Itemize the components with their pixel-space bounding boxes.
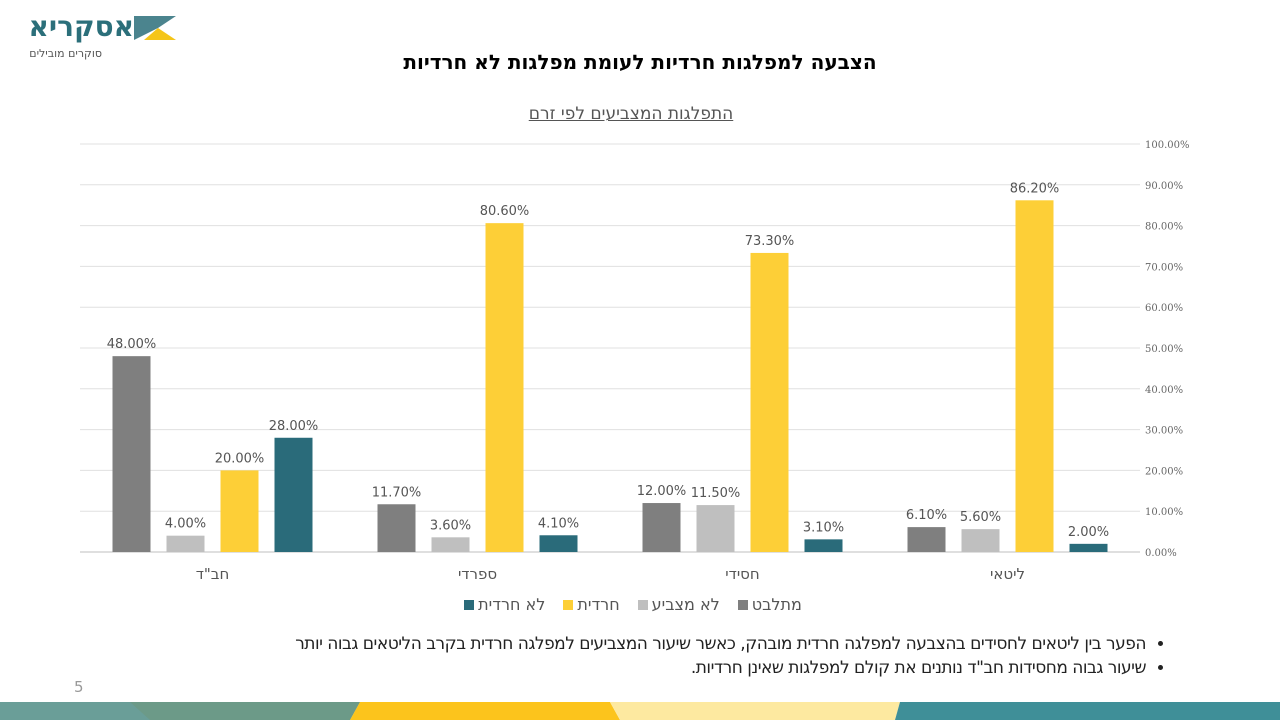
y-tick-label: 90.00% — [1145, 181, 1183, 192]
bullet-item: שיעור גבוה מחסידות חב"ד נותנים את קולם ל… — [295, 658, 1147, 678]
data-label: 48.00% — [107, 337, 157, 352]
data-label: 3.60% — [430, 518, 471, 533]
data-label: 80.60% — [480, 204, 530, 219]
legend-label: חרדית — [577, 595, 620, 614]
data-label: 20.00% — [215, 451, 265, 466]
logo: אסקריא סוקרים מובילים — [22, 12, 182, 62]
data-label: 4.00% — [165, 517, 206, 532]
bullet-list: הפער בין ליטאים לחסידים בהצבעה למפלגה חר… — [295, 634, 1168, 682]
bar — [220, 470, 259, 552]
legend-swatch — [637, 599, 648, 610]
legend-item: מתלבט — [737, 595, 802, 614]
data-label: 12.00% — [637, 484, 687, 499]
bar — [431, 537, 470, 552]
footer-strip — [0, 702, 1280, 720]
logo-tagline: סוקרים מובילים — [29, 47, 102, 60]
y-tick-label: 30.00% — [1145, 426, 1183, 437]
legend-swatch — [563, 599, 574, 610]
bar — [377, 504, 416, 552]
y-tick-label: 100.00% — [1145, 140, 1190, 151]
data-label: 4.10% — [538, 516, 579, 531]
bar — [804, 539, 843, 552]
logo-name: אסקריא — [28, 10, 134, 43]
bar — [961, 529, 1000, 552]
data-label: 11.70% — [372, 485, 422, 500]
bar — [907, 527, 946, 552]
legend-label: מתלבט — [751, 595, 802, 614]
bar — [642, 503, 681, 552]
chart-legend: מתלבט לא מצביע חרדית לא חרדית — [0, 595, 1266, 614]
data-label: 2.00% — [1068, 525, 1109, 540]
x-tick-label: חב"ד — [196, 565, 230, 583]
legend-label: לא מצביע — [651, 595, 720, 614]
x-tick-label: ספרדי — [458, 565, 497, 583]
page-title: הצבעה למפלגות חרדיות לעומת מפלגות לא חרד… — [403, 50, 877, 74]
y-tick-label: 70.00% — [1145, 262, 1183, 273]
bar — [166, 535, 205, 552]
data-label: 6.10% — [906, 508, 947, 523]
y-tick-label: 20.00% — [1145, 466, 1183, 477]
data-label: 5.60% — [960, 510, 1001, 525]
bar — [696, 505, 735, 552]
y-tick-label: 60.00% — [1145, 303, 1183, 314]
y-tick-label: 40.00% — [1145, 385, 1183, 396]
data-label: 28.00% — [269, 419, 319, 434]
data-label: 3.10% — [803, 520, 844, 535]
x-tick-label: ליטאי — [990, 565, 1025, 583]
bar — [485, 223, 524, 553]
x-tick-label: חסידי — [725, 565, 759, 583]
y-tick-label: 50.00% — [1145, 344, 1183, 355]
bar — [1015, 200, 1054, 552]
data-label: 86.20% — [1010, 181, 1060, 196]
legend-item: לא חרדית — [464, 595, 545, 614]
bar — [274, 437, 313, 552]
bullet-item: הפער בין ליטאים לחסידים בהצבעה למפלגה חר… — [295, 634, 1146, 654]
bar — [539, 535, 578, 552]
bar — [112, 356, 151, 552]
legend-label: לא חרדית — [478, 595, 546, 614]
chart-title: התפלגות המצביעים לפי זרם — [528, 104, 734, 124]
legend-item: לא מצביע — [637, 595, 720, 614]
logo-mark-icon — [134, 16, 176, 40]
page-number: 5 — [74, 678, 84, 696]
y-tick-label: 10.00% — [1145, 507, 1183, 518]
bar-chart: 0.00% 10.00% 20.00% 30.00% 40.00% 50.00% 60.00… — [80, 140, 1190, 583]
data-label: 11.50% — [691, 486, 741, 501]
legend-swatch — [737, 599, 748, 610]
bar — [1069, 543, 1108, 552]
y-tick-label: 80.00% — [1145, 222, 1183, 233]
data-label: 73.30% — [745, 234, 795, 249]
y-tick-label: 0.00% — [1145, 548, 1177, 559]
bar — [750, 252, 789, 552]
legend-item: חרדית — [563, 595, 620, 614]
legend-swatch — [464, 599, 475, 610]
